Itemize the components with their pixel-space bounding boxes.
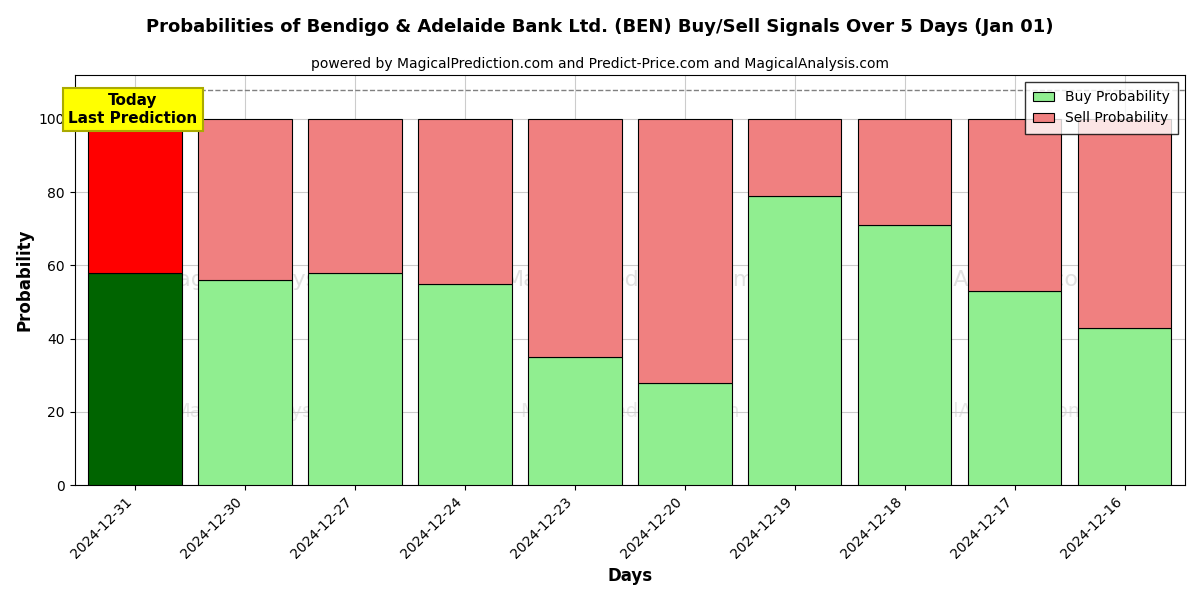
X-axis label: Days: Days <box>607 567 653 585</box>
Text: MagicalPrediction.com: MagicalPrediction.com <box>520 402 739 421</box>
Bar <box>968 119 1061 291</box>
Bar <box>308 273 402 485</box>
Bar <box>1078 328 1171 485</box>
Bar <box>748 119 841 196</box>
Text: MagicalAnalysis.com: MagicalAnalysis.com <box>883 402 1086 421</box>
Bar <box>528 119 622 357</box>
Text: MagicalAnalysis.com: MagicalAnalysis.com <box>173 402 376 421</box>
Bar <box>419 284 511 485</box>
Bar <box>89 273 182 485</box>
Bar <box>198 119 292 280</box>
Text: MagicalAnalysis.com: MagicalAnalysis.com <box>158 270 390 290</box>
Text: MagicalPrediction.com: MagicalPrediction.com <box>504 270 755 290</box>
Bar <box>528 357 622 485</box>
Legend: Buy Probability, Sell Probability: Buy Probability, Sell Probability <box>1025 82 1178 134</box>
Bar <box>748 196 841 485</box>
Text: MagicalAnalysis.com: MagicalAnalysis.com <box>869 270 1100 290</box>
Y-axis label: Probability: Probability <box>16 229 34 331</box>
Bar <box>968 291 1061 485</box>
Text: Probabilities of Bendigo & Adelaide Bank Ltd. (BEN) Buy/Sell Signals Over 5 Days: Probabilities of Bendigo & Adelaide Bank… <box>146 18 1054 36</box>
Bar <box>638 119 732 383</box>
Bar <box>419 119 511 284</box>
Bar <box>308 119 402 273</box>
Bar <box>89 119 182 273</box>
Bar <box>198 280 292 485</box>
Bar <box>638 383 732 485</box>
Bar <box>858 119 952 225</box>
Text: Today
Last Prediction: Today Last Prediction <box>68 94 198 126</box>
Bar <box>858 225 952 485</box>
Text: powered by MagicalPrediction.com and Predict-Price.com and MagicalAnalysis.com: powered by MagicalPrediction.com and Pre… <box>311 57 889 71</box>
Bar <box>1078 119 1171 328</box>
